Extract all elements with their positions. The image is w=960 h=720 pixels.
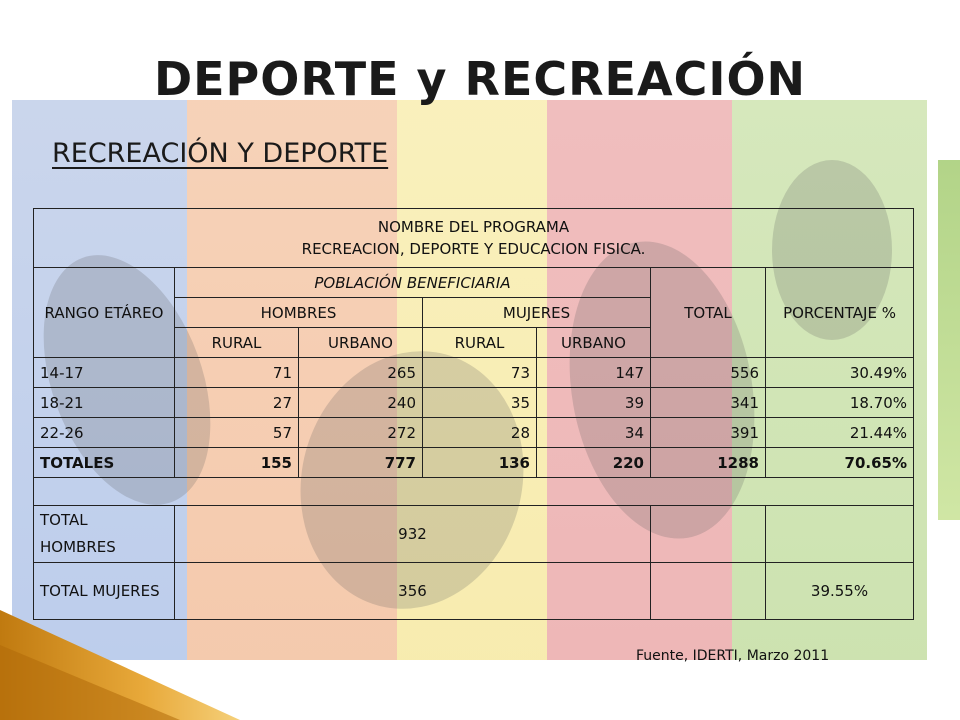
table-header-row: RANGO ETÁREO POBLACIÓN BENEFICIARIA TOTA…	[33, 267, 915, 358]
program-header-line1: NOMBRE DEL PROGRAMA	[377, 218, 570, 236]
subheader-rural-mujeres: RURAL	[422, 327, 537, 358]
cell-totales-m-rural: 136	[422, 447, 537, 478]
slide-title: DEPORTE y RECREACIÓN	[153, 52, 807, 106]
cell-m-rural: 35	[422, 387, 537, 418]
subheader-urbano-mujeres: URBANO	[536, 327, 651, 358]
table-row: 22-26 57 272 28 34 391 21.44%	[33, 417, 915, 448]
cell-total-hombres-porcentaje	[764, 505, 915, 563]
cell-total-mujeres-value: 356	[174, 562, 651, 620]
green-edge-ribbon	[938, 160, 960, 520]
cell-m-urbano: 147	[536, 357, 651, 388]
cell-rango: 18-21	[33, 387, 175, 418]
cell-porcentaje: 30.49%	[764, 357, 915, 388]
table-row: 18-21 27 240 35 39 341 18.70%	[33, 387, 915, 418]
cell-totales-m-urbano: 220	[536, 447, 651, 478]
col-header-hombres: HOMBRES	[174, 297, 423, 328]
cell-total-hombres-label: TOTAL HOMBRES	[33, 505, 175, 563]
source-note: Fuente, IDERTI, Marzo 2011	[636, 648, 830, 664]
col-header-poblacion: POBLACIÓN BENEFICIARIA	[174, 267, 651, 298]
cell-m-urbano: 34	[536, 417, 651, 448]
cell-porcentaje: 21.44%	[764, 417, 915, 448]
total-mujeres-row: TOTAL MUJERES 356 39.55%	[33, 562, 915, 620]
subheader-rural-hombres: RURAL	[174, 327, 299, 358]
spacer-cell	[32, 477, 915, 506]
cell-rango: 22-26	[33, 417, 175, 448]
cell-h-rural: 71	[174, 357, 299, 388]
cell-total: 556	[650, 357, 766, 388]
decorative-wedge	[0, 610, 240, 720]
total-hombres-row: TOTAL HOMBRES 932	[33, 505, 915, 563]
cell-total-mujeres-empty	[650, 562, 766, 620]
col-header-rango: RANGO ETÁREO	[33, 267, 175, 358]
totals-row: TOTALES 155 777 136 220 1288 70.65%	[33, 447, 915, 478]
cell-h-rural: 57	[174, 417, 299, 448]
beneficiaries-table: NOMBRE DEL PROGRAMA RECREACION, DEPORTE …	[32, 208, 915, 620]
cell-totales-total: 1288	[650, 447, 766, 478]
cell-totales-label: TOTALES	[33, 447, 175, 478]
cell-total-mujeres-porcentaje: 39.55%	[764, 562, 915, 620]
cell-total-mujeres-label: TOTAL MUJERES	[33, 562, 175, 620]
cell-total-hombres-empty	[650, 505, 766, 563]
cell-totales-h-rural: 155	[174, 447, 299, 478]
col-header-porcentaje: PORCENTAJE %	[764, 267, 915, 358]
program-header-line2: RECREACION, DEPORTE Y EDUCACION FISICA.	[301, 240, 646, 258]
table-header-row: RURAL URBANO RURAL URBANO	[34, 327, 914, 358]
col-header-total: TOTAL	[650, 267, 766, 358]
cell-total: 341	[650, 387, 766, 418]
cell-h-urbano: 272	[298, 417, 423, 448]
cell-m-urbano: 39	[536, 387, 651, 418]
cell-h-urbano: 265	[298, 357, 423, 388]
program-header-cell: NOMBRE DEL PROGRAMA RECREACION, DEPORTE …	[32, 208, 915, 268]
spacer-row	[32, 477, 915, 506]
subheader-urbano-hombres: URBANO	[298, 327, 423, 358]
table-header-row: HOMBRES MUJERES	[34, 297, 914, 328]
cell-totales-h-urbano: 777	[298, 447, 423, 478]
cell-porcentaje: 18.70%	[764, 387, 915, 418]
cell-h-rural: 27	[174, 387, 299, 418]
cell-m-rural: 28	[422, 417, 537, 448]
cell-h-urbano: 240	[298, 387, 423, 418]
col-header-mujeres: MUJERES	[422, 297, 651, 328]
cell-totales-porcentaje: 70.65%	[764, 447, 915, 478]
cell-m-rural: 73	[422, 357, 537, 388]
slide-subtitle: RECREACIÓN Y DEPORTE	[52, 138, 389, 169]
cell-rango: 14-17	[33, 357, 175, 388]
table-row: 14-17 71 265 73 147 556 30.49%	[33, 357, 915, 388]
cell-total: 391	[650, 417, 766, 448]
cell-total-hombres-value: 932	[174, 505, 651, 563]
table-header-row: NOMBRE DEL PROGRAMA RECREACION, DEPORTE …	[32, 208, 915, 268]
